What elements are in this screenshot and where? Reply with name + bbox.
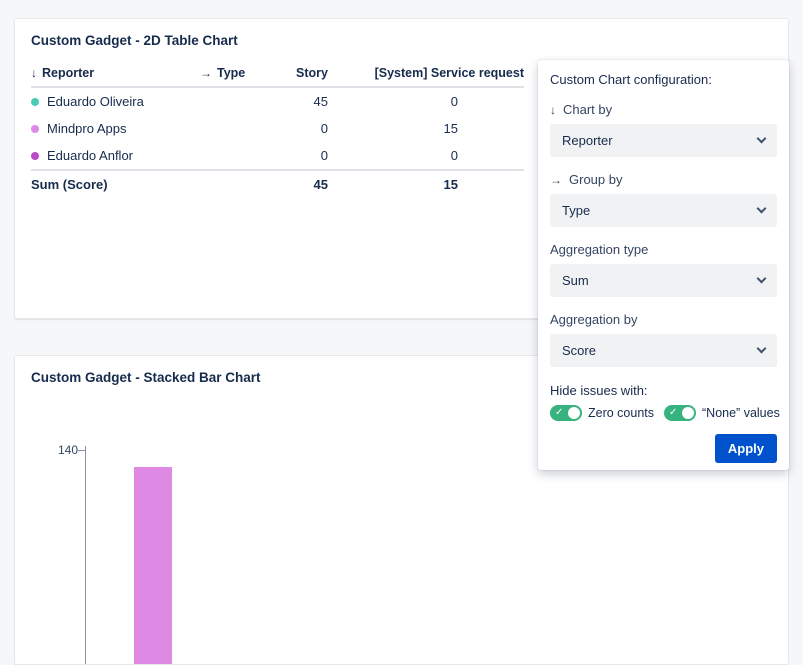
hide-issues-toggles: ✓ Zero counts ✓ “None” values [550, 405, 780, 421]
column-header-reporter-label: Reporter [42, 66, 95, 80]
group-by-label: Group by [569, 172, 623, 187]
none-values-label: “None” values [702, 406, 780, 420]
story-value: 45 [313, 94, 328, 109]
table-row: Mindpro Apps 0 15 [31, 115, 524, 142]
type-cell [200, 96, 269, 108]
hide-issues-label: Hide issues with: [550, 383, 648, 398]
aggregation-type-label: Aggregation type [550, 242, 649, 257]
zero-counts-label: Zero counts [588, 406, 655, 420]
service-request-value: 15 [443, 121, 458, 136]
arrow-right-icon: → [550, 172, 562, 187]
group-by-select[interactable]: Type [550, 194, 777, 227]
toggle-knob [682, 407, 695, 419]
aggregation-by-select[interactable]: Score [550, 334, 777, 367]
stacked-bar [134, 467, 172, 664]
type-cell [200, 150, 269, 162]
table-header-row: ↓ Reporter → Type Story [System] Service… [31, 60, 524, 88]
column-header-service-request: [System] Service request [374, 66, 524, 80]
chart-config-panel: Custom Chart configuration: ↓ Chart by R… [538, 60, 789, 470]
arrow-down-icon: ↓ [550, 102, 556, 117]
series-color-dot [31, 97, 39, 106]
aggregation-type-value: Sum [562, 273, 589, 288]
chevron-down-icon [756, 203, 767, 214]
service-request-value: 0 [450, 94, 458, 109]
chart-by-value: Reporter [562, 133, 613, 148]
series-color-dot [31, 124, 39, 133]
arrow-right-icon: → [200, 66, 212, 80]
story-value: 0 [320, 148, 328, 163]
type-cell [200, 123, 269, 135]
reporter-cell: Mindpro Apps [31, 115, 200, 142]
column-header-reporter: ↓ Reporter [31, 60, 200, 86]
reporter-name: Eduardo Anflor [47, 148, 134, 163]
sum-service-request-value: 15 [443, 177, 458, 192]
reporter-cell: Eduardo Anflor [31, 142, 200, 169]
group-by-value: Type [562, 203, 591, 218]
type-cell [200, 179, 269, 191]
aggregation-by-label: Aggregation by [550, 312, 638, 327]
gadget-2d-table-title: Custom Gadget - 2D Table Chart [31, 33, 238, 48]
y-axis-tick-label: 140 [57, 443, 78, 457]
y-axis-tick [78, 450, 85, 451]
table-row: Eduardo Anflor 0 0 [31, 142, 524, 169]
reporter-cell: Eduardo Oliveira [31, 88, 200, 115]
column-header-type-label: Type [217, 66, 246, 80]
arrow-down-icon: ↓ [31, 66, 37, 80]
reporter-name: Eduardo Oliveira [47, 94, 144, 109]
chevron-down-icon [756, 273, 767, 284]
chart-by-label-row: ↓ Chart by [550, 102, 777, 117]
check-icon: ✓ [669, 407, 678, 418]
chevron-down-icon [756, 133, 767, 144]
aggregation-type-select[interactable]: Sum [550, 264, 777, 297]
column-header-story: Story [296, 66, 328, 80]
service-request-value: 0 [450, 148, 458, 163]
sum-label: Sum (Score) [31, 177, 108, 192]
series-color-dot [31, 151, 39, 160]
config-title: Custom Chart configuration: [550, 72, 712, 87]
chart-by-label: Chart by [563, 102, 613, 117]
gadget-stacked-bar-title: Custom Gadget - Stacked Bar Chart [31, 370, 261, 385]
apply-row: Apply [550, 434, 777, 463]
2d-table: ↓ Reporter → Type Story [System] Service… [31, 60, 524, 198]
group-by-label-row: → Group by [550, 172, 777, 187]
chart-by-select[interactable]: Reporter [550, 124, 777, 157]
table-row: Eduardo Oliveira 45 0 [31, 88, 524, 115]
chevron-down-icon [756, 343, 767, 354]
table-sum-row: Sum (Score) 45 15 [31, 169, 524, 198]
toggle-knob [568, 407, 580, 419]
apply-button[interactable]: Apply [714, 434, 777, 463]
sum-story-value: 45 [313, 177, 328, 192]
aggregation-by-value: Score [562, 343, 596, 358]
column-header-type: → Type [200, 60, 269, 86]
y-axis-line [85, 446, 86, 664]
none-values-toggle[interactable]: ✓ [664, 405, 697, 421]
reporter-name: Mindpro Apps [47, 121, 127, 136]
check-icon: ✓ [555, 407, 564, 418]
zero-counts-toggle[interactable]: ✓ [550, 405, 582, 421]
story-value: 0 [320, 121, 328, 136]
